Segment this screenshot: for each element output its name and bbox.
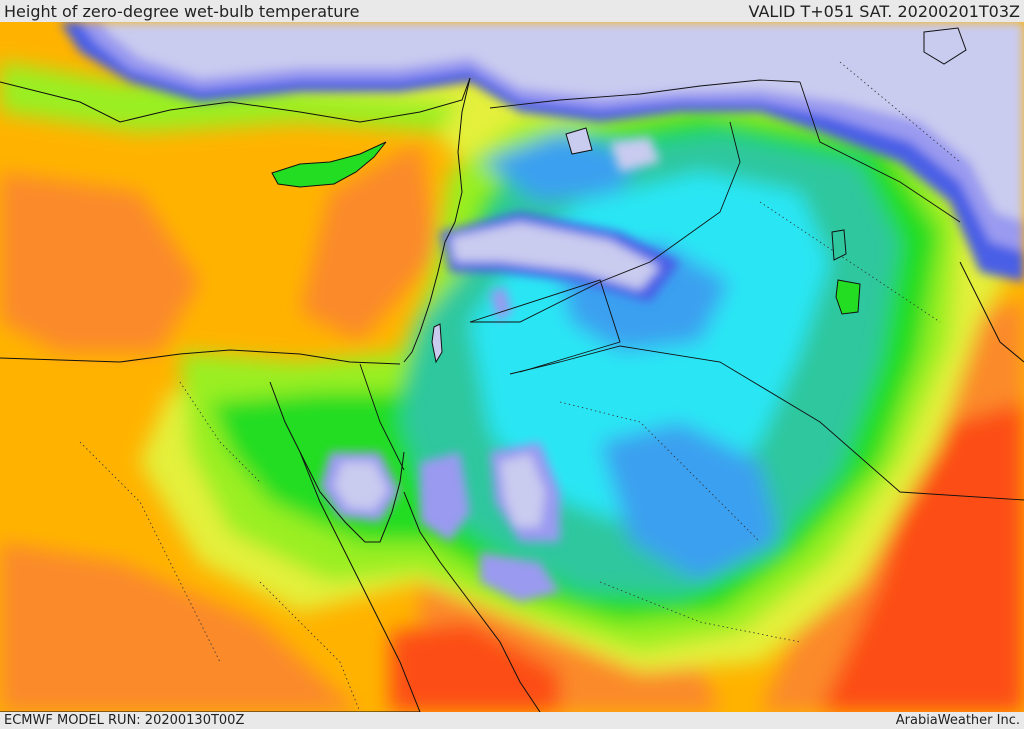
orange-zone-west [0, 172, 200, 352]
azure-zone-2 [600, 422, 780, 582]
valid-time: VALID T+051 SAT. 20200201T03Z [748, 2, 1020, 21]
footer-bar: ECMWF MODEL RUN: 20200130T00Z ArabiaWeat… [0, 712, 1024, 729]
cold-spot-hejaz-3 [480, 552, 560, 602]
credit: ArabiaWeather Inc. [895, 713, 1020, 728]
coast-gulf [959, 261, 1024, 363]
coast-levant [403, 77, 471, 363]
cold-spot-sinai-core [334, 462, 388, 510]
lake-van [923, 27, 967, 65]
lake-razzaza [835, 279, 861, 315]
lavender-sea-north [100, 22, 1024, 222]
dead-sea [431, 323, 443, 364]
province-iraq [759, 201, 941, 323]
province-sudan [259, 581, 361, 712]
border-jordan-saudi [509, 345, 1024, 501]
header-bar: Height of zero-degree wet-bulb temperatu… [0, 0, 1024, 22]
coast-red-sea-west [299, 451, 421, 712]
orange-zone-east-med [300, 142, 440, 342]
province-saudi-2 [599, 581, 801, 643]
border-egypt-israel [359, 363, 405, 471]
wet-bulb-field [0, 22, 1024, 712]
cyprus [271, 141, 387, 188]
cold-spot-hejaz-2-core [500, 454, 545, 527]
orange-zone-southwest [0, 542, 360, 712]
red-zone-south [390, 622, 560, 712]
lake-tharthar [831, 229, 847, 261]
coast-turkey [0, 77, 471, 123]
border-jordan-syria [469, 279, 621, 373]
azure-zone-3 [480, 132, 640, 202]
coast-egypt-north [0, 349, 401, 365]
cold-spot-hejaz-1 [420, 452, 470, 542]
coast-sinai-suez [269, 381, 405, 543]
province-egypt-1 [179, 381, 261, 483]
province-saudi-1 [559, 401, 761, 543]
coast-red-sea-east [403, 491, 541, 712]
border-syria-turkey [489, 79, 801, 109]
map-title: Height of zero-degree wet-bulb temperatu… [4, 2, 360, 21]
cold-spot-syria [610, 137, 660, 172]
red-zone-southeast [820, 402, 1024, 712]
cold-spot-jordan [490, 287, 512, 322]
weather-map[interactable] [0, 22, 1024, 712]
lake-tuz [565, 127, 593, 155]
border-iraq-iran [799, 81, 961, 223]
model-run: ECMWF MODEL RUN: 20200130T00Z [4, 713, 245, 728]
cold-tongue-levant-core [450, 222, 660, 290]
border-syria-iraq [470, 121, 741, 323]
